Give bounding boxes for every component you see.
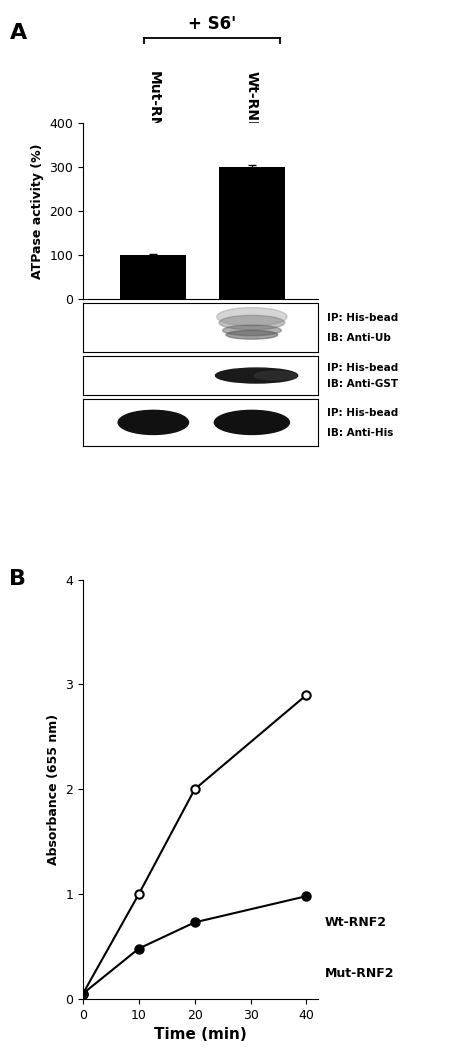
Ellipse shape xyxy=(216,368,298,383)
Text: B: B xyxy=(9,569,27,589)
Text: Wt-RNF2: Wt-RNF2 xyxy=(245,71,259,141)
Text: IP: His-bead: IP: His-bead xyxy=(327,313,398,322)
Ellipse shape xyxy=(226,331,278,339)
Y-axis label: ATPase activity (%): ATPase activity (%) xyxy=(31,144,44,279)
Text: IP: His-bead: IP: His-bead xyxy=(327,408,398,419)
Text: Wt-RNF2: Wt-RNF2 xyxy=(325,916,387,929)
Ellipse shape xyxy=(118,410,189,434)
Text: Mut-RNF2: Mut-RNF2 xyxy=(325,967,394,980)
Ellipse shape xyxy=(214,410,290,434)
Text: A: A xyxy=(9,23,27,43)
Ellipse shape xyxy=(219,315,285,330)
Text: IP: His-bead: IP: His-bead xyxy=(327,363,398,373)
Text: + S6': + S6' xyxy=(188,15,236,33)
Ellipse shape xyxy=(217,308,287,326)
Text: IB: Anti-Ub: IB: Anti-Ub xyxy=(327,333,391,344)
Ellipse shape xyxy=(223,326,281,336)
Text: IB: Anti-His: IB: Anti-His xyxy=(327,428,393,438)
Bar xyxy=(219,167,285,299)
Ellipse shape xyxy=(254,371,296,379)
X-axis label: Time (min): Time (min) xyxy=(154,1027,246,1042)
Y-axis label: Absorbance (655 nm): Absorbance (655 nm) xyxy=(46,713,60,865)
Text: IB: Anti-GST: IB: Anti-GST xyxy=(327,379,398,389)
Bar xyxy=(120,255,186,299)
Text: Mut-RNF2: Mut-RNF2 xyxy=(146,71,160,149)
